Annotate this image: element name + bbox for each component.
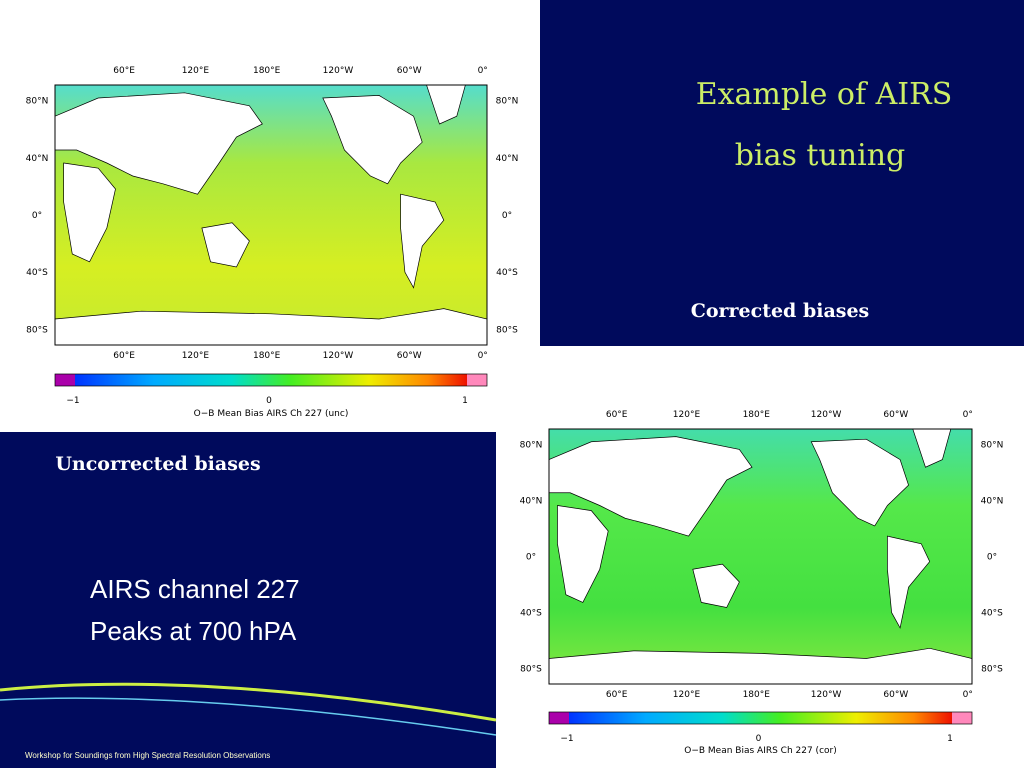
lon-label: 180°E (743, 690, 771, 700)
lon-label: 60°W (883, 410, 908, 420)
lat-label: 40°S (26, 268, 48, 278)
lat-label: 0° (987, 553, 997, 563)
colorbar-tick: −1 (66, 396, 79, 406)
continent (63, 162, 116, 263)
lon-label: 120°E (673, 690, 701, 700)
colorbar (569, 712, 952, 724)
continent (54, 308, 488, 346)
lon-label: 120°E (182, 351, 210, 361)
continent (322, 95, 423, 185)
decor-curve (0, 682, 497, 722)
lon-label: 120°E (182, 66, 210, 76)
lon-label: 120°E (673, 410, 701, 420)
lon-label: 60°E (113, 351, 135, 361)
lat-label: 40°N (26, 154, 49, 164)
lat-label: 80°S (26, 325, 48, 335)
lon-label: 0° (478, 66, 488, 76)
lon-label: 0° (963, 690, 973, 700)
lon-label: 120°W (323, 351, 354, 361)
lon-label: 180°E (743, 410, 771, 420)
lat-label: 0° (526, 553, 536, 563)
colorbar-end (467, 374, 487, 386)
lon-label: 60°E (606, 410, 628, 420)
lon-label: 120°W (811, 410, 842, 420)
continent (201, 222, 250, 268)
decor-curve (0, 697, 497, 736)
lon-label: 60°E (606, 690, 628, 700)
lon-label: 60°E (113, 66, 135, 76)
colorbar-tick: 0 (266, 396, 272, 406)
colorbar-tick: 0 (756, 734, 762, 744)
colorbar-tick: 1 (947, 734, 953, 744)
body-text: Peaks at 700 hPA (90, 616, 297, 646)
lon-label: 120°W (323, 66, 354, 76)
title: Example of AIRS (696, 77, 953, 112)
colorbar-tick: 1 (462, 396, 468, 406)
label: Uncorrected biases (55, 453, 260, 475)
panel-bottom (0, 432, 496, 768)
continent (692, 563, 740, 608)
footer: Workshop for Soundings from High Spectra… (25, 751, 270, 760)
lat-label: 40°N (496, 154, 519, 164)
lat-label: 80°N (26, 97, 49, 107)
lat-label: 80°S (981, 665, 1003, 675)
label: Corrected biases (691, 300, 870, 322)
lat-label: 0° (32, 211, 42, 221)
continent (548, 436, 753, 537)
lat-label: 80°N (496, 97, 519, 107)
continent (557, 505, 609, 603)
colorbar (75, 374, 467, 386)
colorbar-frame (54, 373, 488, 387)
map-frame (548, 428, 973, 685)
continent (548, 647, 973, 685)
map-frame (54, 84, 488, 346)
lat-label: 80°N (520, 440, 543, 450)
lat-label: 40°S (520, 609, 542, 619)
lon-label: 0° (478, 351, 488, 361)
lon-label: 60°W (397, 351, 422, 361)
lat-label: 40°S (981, 609, 1003, 619)
title: bias tuning (735, 138, 905, 173)
lat-label: 80°N (981, 440, 1004, 450)
continent (54, 92, 263, 195)
lon-label: 60°W (397, 66, 422, 76)
lon-label: 60°W (883, 690, 908, 700)
map-caption: O−B Mean Bias AIRS Ch 227 (unc) (194, 409, 349, 419)
continent (400, 193, 445, 289)
continent (810, 438, 909, 527)
colorbar-frame (548, 711, 973, 725)
lat-label: 80°S (496, 325, 518, 335)
continent (887, 535, 931, 629)
lon-label: 180°E (253, 66, 281, 76)
lat-label: 40°S (496, 268, 518, 278)
lon-label: 180°E (253, 351, 281, 361)
lat-label: 40°N (981, 496, 1004, 506)
colorbar-tick: −1 (560, 734, 573, 744)
colorbar-end (952, 712, 972, 724)
lon-label: 0° (963, 410, 973, 420)
map-caption: O−B Mean Bias AIRS Ch 227 (cor) (684, 746, 837, 756)
body-text: AIRS channel 227 (90, 574, 300, 604)
panel-top (540, 0, 1024, 346)
lon-label: 120°W (811, 690, 842, 700)
lat-label: 40°N (520, 496, 543, 506)
lat-label: 80°S (520, 665, 542, 675)
colorbar-end (55, 374, 75, 386)
colorbar-end (549, 712, 569, 724)
lat-label: 0° (502, 211, 512, 221)
